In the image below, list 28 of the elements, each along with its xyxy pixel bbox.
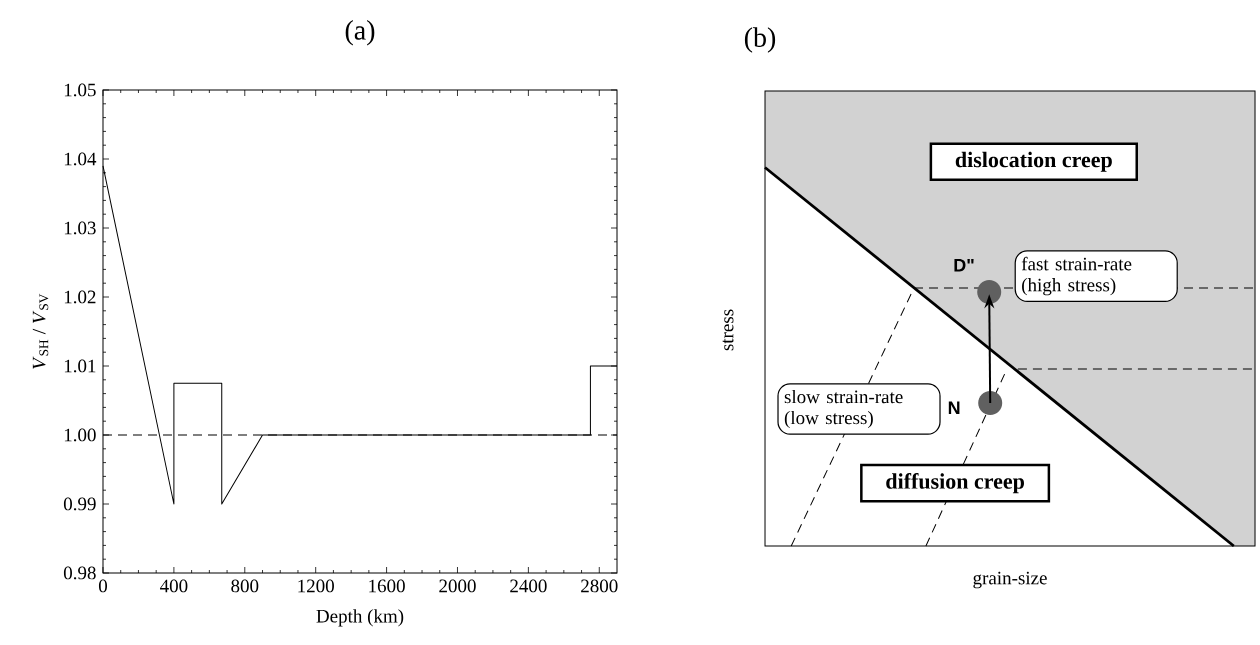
y-tick-label: 1.04 [64, 152, 97, 166]
y-tick-label: 1.01 [64, 359, 96, 373]
chart-title: (a) [345, 20, 375, 46]
text: diffusion creep [886, 473, 1024, 494]
x-tick-label: 2800 [581, 579, 618, 593]
y-axis-title: V$_{SH}$ / V$_{SV}$ [32, 293, 49, 369]
y-tick-label: 0.99 [63, 497, 96, 511]
y-tick-label: 1.03 [64, 221, 96, 235]
text: dislocation creep [955, 151, 1112, 172]
text: D" [954, 259, 974, 272]
y-tick-label: 0.98 [63, 566, 96, 580]
y-tick-label: 1.00 [64, 428, 96, 442]
x-axis-title: Depth (km) [316, 609, 404, 627]
text: stress [722, 309, 734, 351]
x-tick-label: 2400 [510, 579, 547, 593]
text: N [948, 401, 960, 414]
x-tick-label: 2000 [439, 579, 476, 593]
text: fast strain-rate (high stress) [1021, 256, 1132, 296]
text: slow strain-rate (low stress) [784, 389, 903, 429]
x-tick-label: 800 [231, 579, 259, 593]
x-tick-label: 0 [98, 579, 108, 593]
x-tick-label: 400 [160, 579, 188, 593]
x-tick-label: 1600 [369, 579, 405, 593]
x-tick-label: 1200 [298, 579, 334, 593]
text: grain-size [973, 571, 1047, 589]
text: (b) [744, 27, 776, 53]
y-tick-label: 1.05 [64, 83, 96, 97]
y-tick-label: 1.02 [64, 290, 96, 304]
